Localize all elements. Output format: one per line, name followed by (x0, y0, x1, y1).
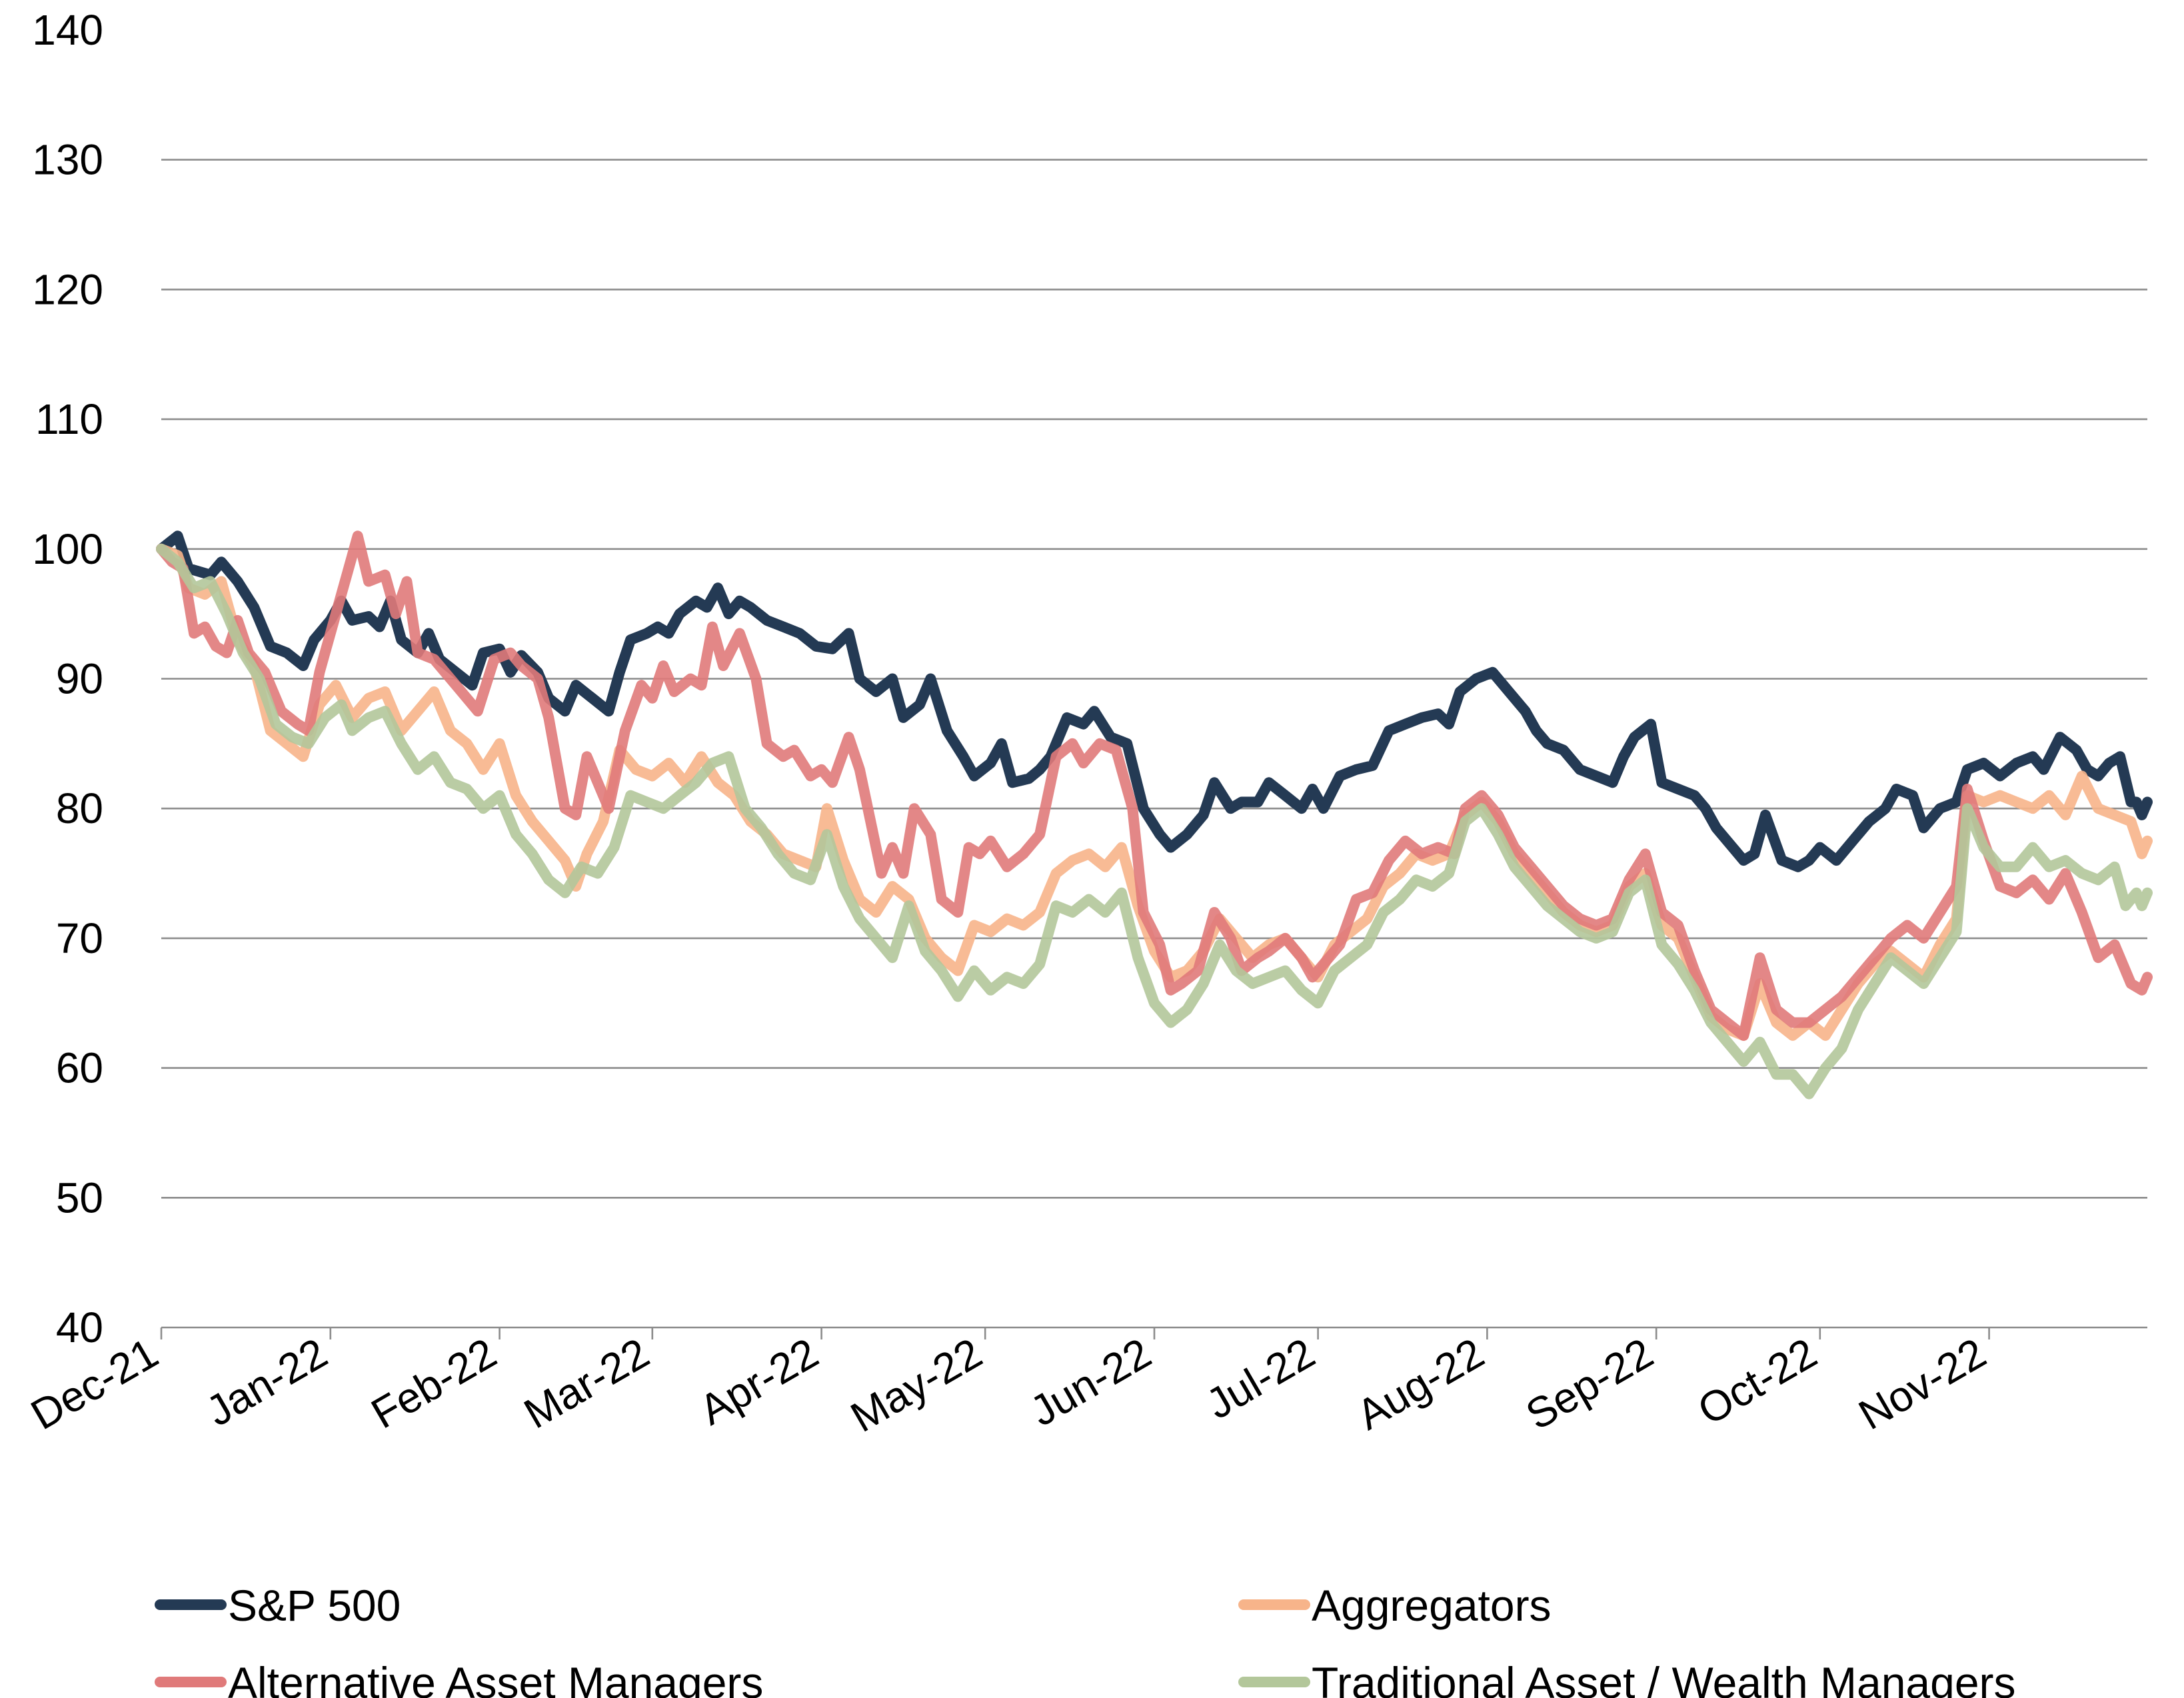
x-tick-label: Aug-22 (1349, 1329, 1492, 1439)
y-tick-label: 120 (32, 265, 103, 313)
y-tick-label: 70 (56, 914, 103, 962)
series-line-3 (156, 530, 2153, 1041)
x-tick-label: Jul-22 (1198, 1329, 1323, 1429)
x-axis: Dec-21 Jan-22 Feb-22 Mar-22 Apr-22 May-22 Jun-… (23, 1326, 2147, 1441)
y-tick-label: 130 (32, 136, 103, 184)
series-line-1 (156, 530, 2153, 872)
x-tick-label: Apr-22 (691, 1329, 826, 1434)
y-tick-label: 110 (35, 395, 103, 443)
series-lines (156, 530, 2153, 1100)
legend: S&P 500 Aggregators Alternative Asset Mana… (155, 1581, 2016, 1698)
x-tick-label: Jun-22 (1022, 1329, 1159, 1435)
x-tick-label: Jan-22 (198, 1329, 335, 1435)
legend-label: Alternative Asset Managers (228, 1658, 763, 1698)
y-tick-label: 100 (32, 525, 103, 573)
legend-label: S&P 500 (228, 1581, 401, 1630)
y-tick-label: 90 (56, 655, 103, 703)
y-tick-label: 140 (32, 6, 103, 54)
y-tick-label: 50 (56, 1174, 103, 1222)
series-line-2 (156, 543, 2153, 1041)
y-tick-label: 40 (56, 1303, 103, 1351)
legend-label: Aggregators (1312, 1581, 1552, 1630)
x-tick-label: Sep-22 (1518, 1329, 1661, 1439)
series-line-4 (156, 543, 2153, 1100)
x-tick-label: Feb-22 (363, 1329, 505, 1438)
x-tick-label: Oct-22 (1689, 1329, 1824, 1434)
y-tick-label: 80 (56, 784, 103, 832)
y-tick-label: 60 (56, 1044, 103, 1092)
x-tick-label: May-22 (842, 1329, 990, 1441)
legend-label: Traditional Asset / Wealth Managers (1312, 1658, 2016, 1698)
x-tick-label: Nov-22 (1851, 1329, 1994, 1439)
y-axis: 40 50 60 70 80 90 100 110 120 130 140 (32, 6, 103, 1351)
x-tick-label: Mar-22 (516, 1329, 657, 1438)
